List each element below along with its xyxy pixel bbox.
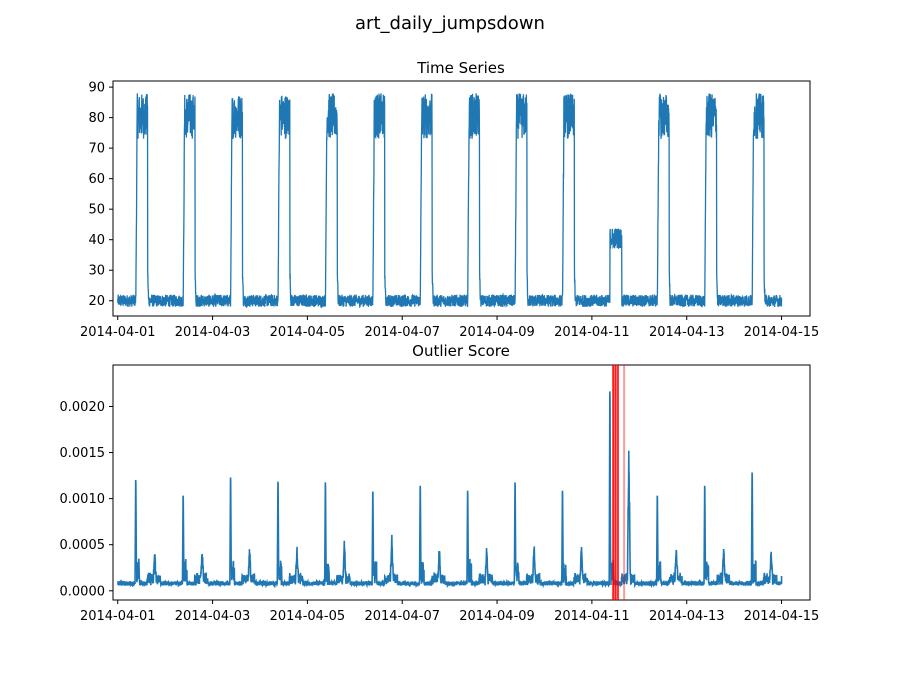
x-tick-label: 2014-04-03: [175, 325, 251, 340]
y-tick-label: 70: [88, 142, 105, 157]
y-tick-label: 0.0010: [60, 492, 106, 507]
x-tick-label: 2014-04-15: [744, 609, 820, 624]
figure-suptitle: art_daily_jumpsdown: [355, 13, 545, 34]
time-series-panel: Time Series 2014-04-01 2014-04-03 2014-04-…: [80, 59, 819, 340]
x-tick-label: 2014-04-09: [459, 609, 535, 624]
x-tick-label: 2014-04-07: [364, 325, 440, 340]
outlier-score-title: Outlier Score: [412, 342, 510, 360]
y-tick-label: 50: [88, 203, 105, 218]
x-tick-label: 2014-04-05: [270, 325, 346, 340]
y-tick-label: 0.0005: [60, 538, 106, 553]
x-tick-label: 2014-04-13: [649, 325, 725, 340]
time-series-line: [117, 93, 783, 309]
y-tick-label: 60: [88, 172, 105, 187]
x-tick-label: 2014-04-15: [744, 325, 820, 340]
y-tick-label: 40: [88, 233, 105, 248]
outlier-score-line: [116, 391, 783, 589]
y-tick-label: 0.0015: [60, 446, 106, 461]
y-tick-label: 80: [88, 111, 105, 126]
x-tick-label: 2014-04-11: [554, 325, 630, 340]
x-tick-label: 2014-04-05: [270, 609, 346, 624]
x-tick-label: 2014-04-01: [80, 609, 156, 624]
y-tick-label: 0.0000: [60, 584, 106, 599]
x-tick-label: 2014-04-11: [554, 609, 630, 624]
y-tick-label: 90: [88, 81, 105, 96]
y-tick-label: 0.0020: [60, 400, 106, 415]
x-tick-label: 2014-04-07: [364, 609, 440, 624]
x-tick-label: 2014-04-01: [80, 325, 156, 340]
y-tick-label: 20: [88, 294, 105, 309]
x-tick-label: 2014-04-13: [649, 609, 725, 624]
time-series-title: Time Series: [416, 59, 505, 77]
outlier-score-panel: Outlier Score 2014-04-01 2014-04-03 2014-0…: [60, 342, 820, 624]
x-tick-label: 2014-04-09: [459, 325, 535, 340]
y-tick-label: 30: [88, 264, 105, 279]
axes-frame: [112, 80, 811, 317]
axes-frame: [112, 364, 811, 601]
x-tick-label: 2014-04-03: [175, 609, 251, 624]
